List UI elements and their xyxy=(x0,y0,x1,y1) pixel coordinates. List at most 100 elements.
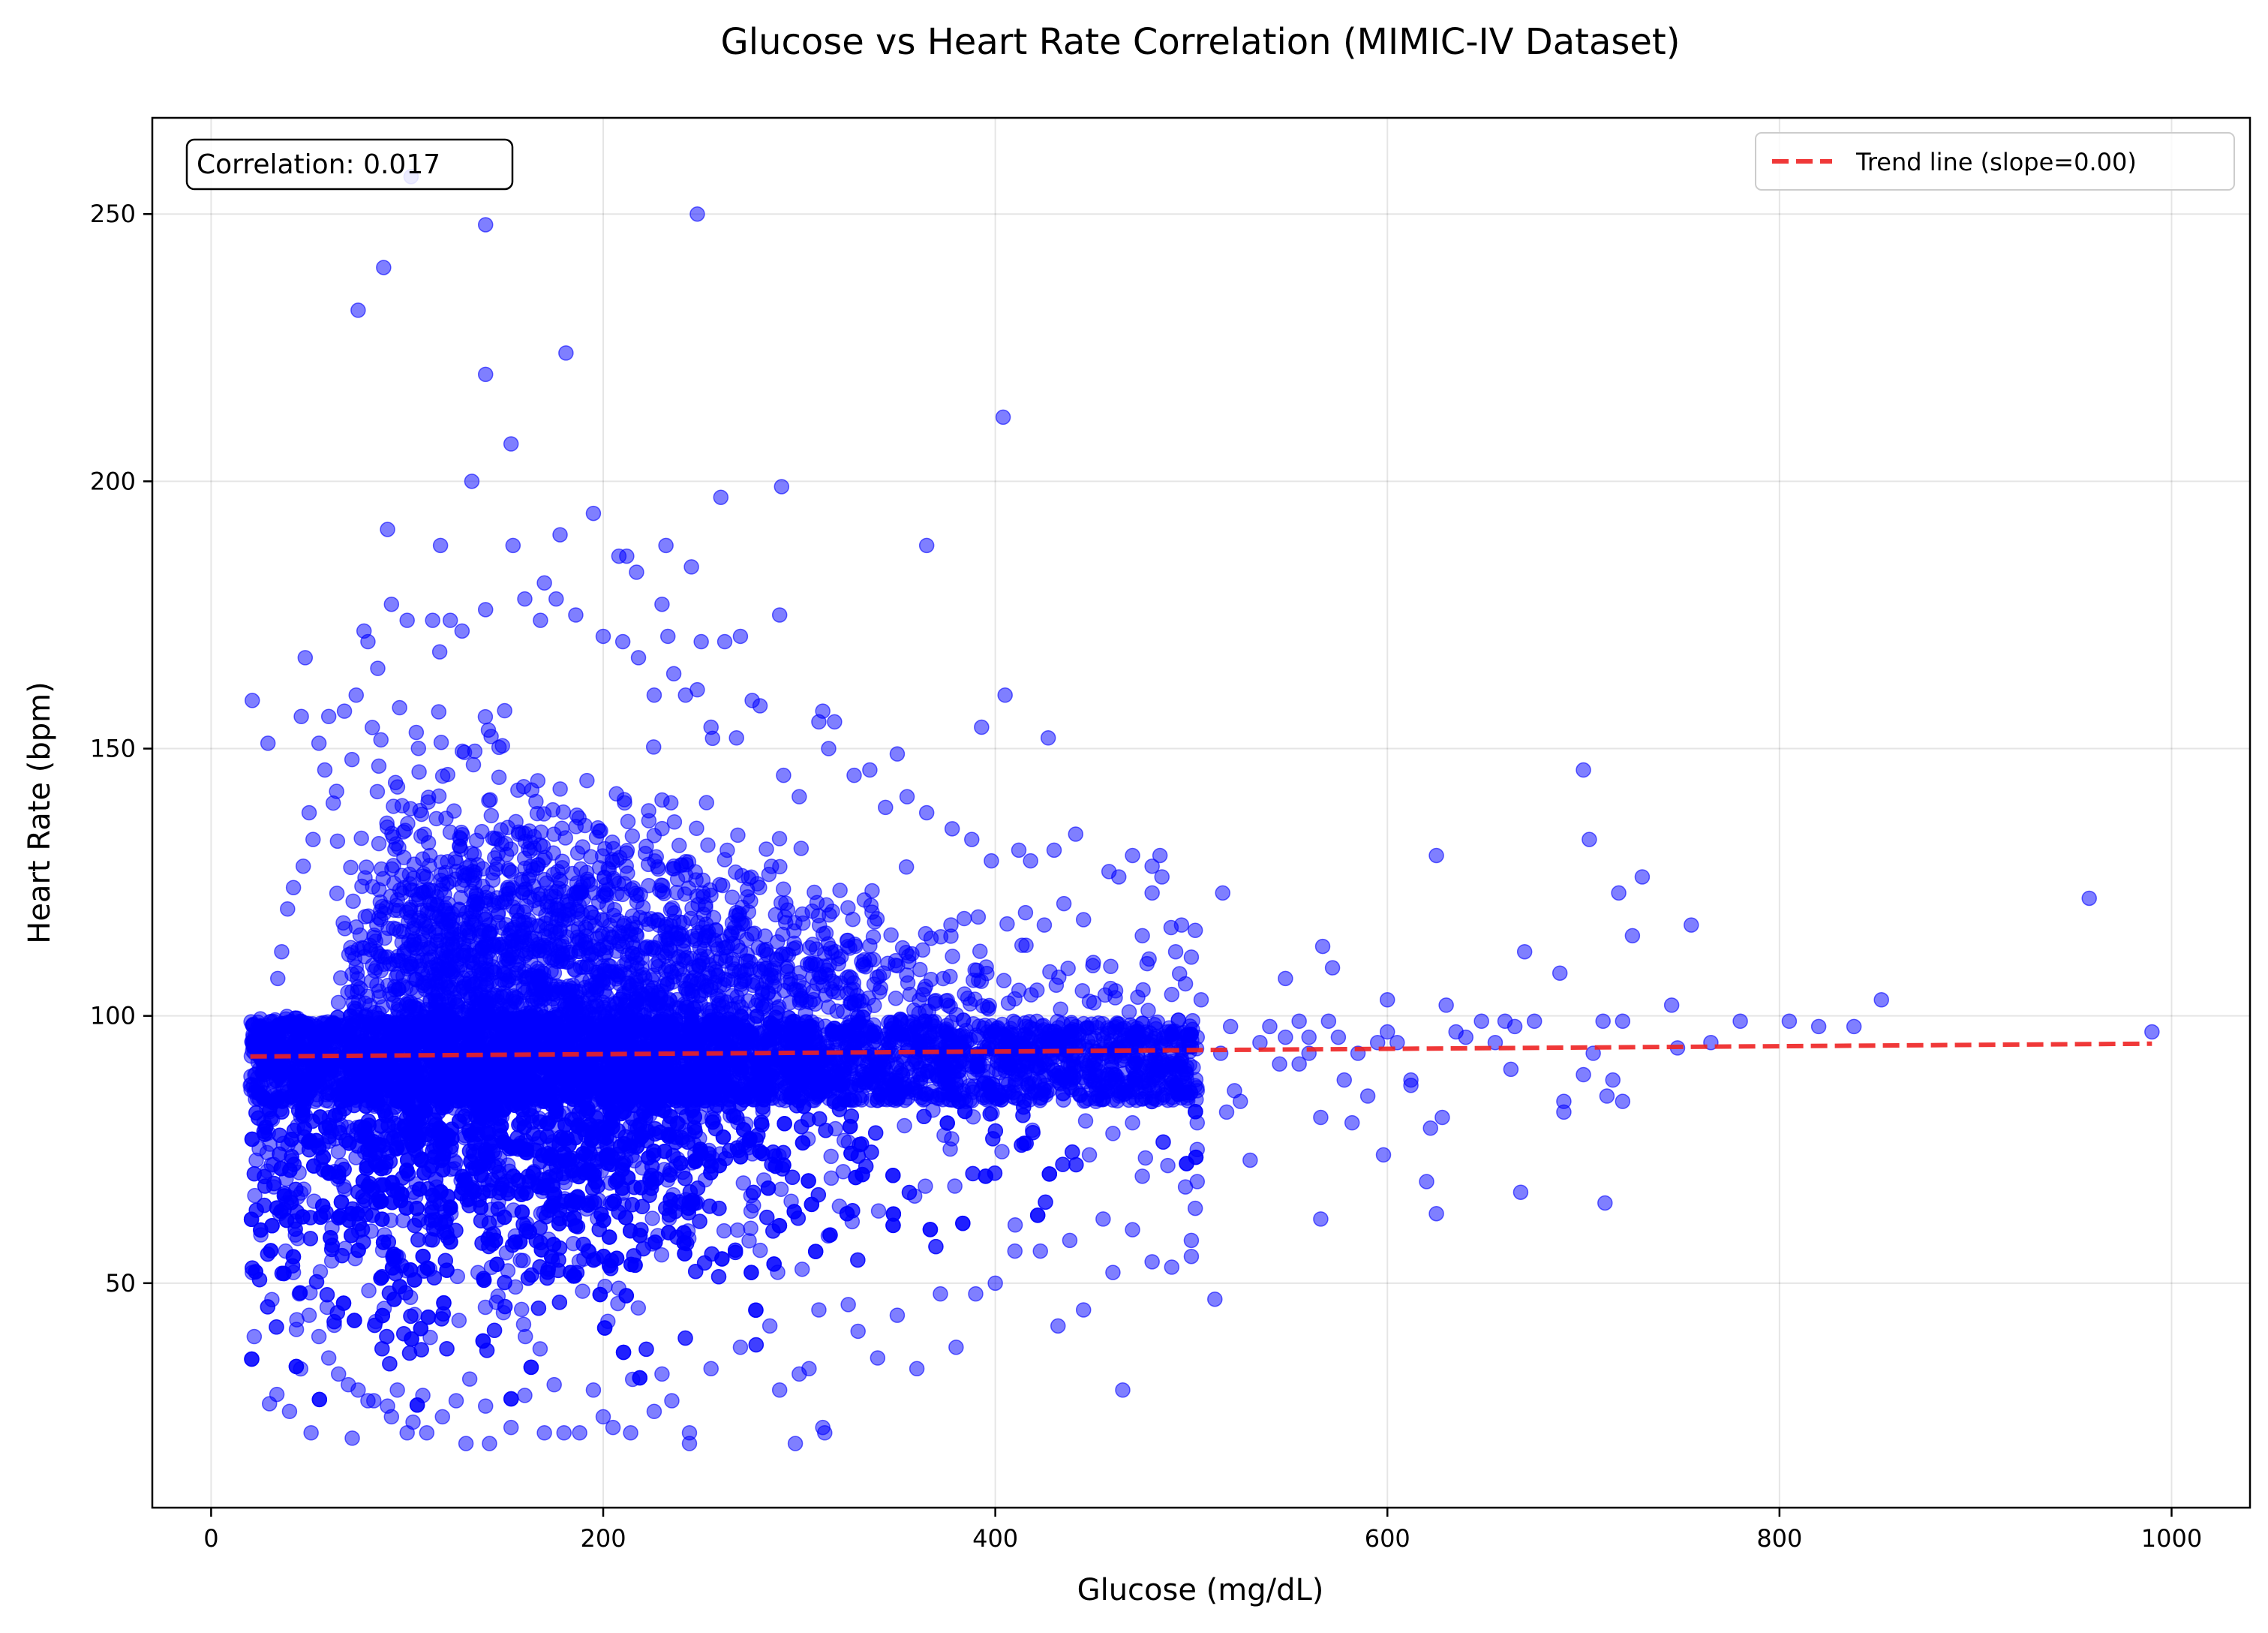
data-point xyxy=(754,1115,768,1129)
data-point xyxy=(631,1301,645,1315)
data-point xyxy=(402,1346,416,1361)
data-point xyxy=(440,1342,454,1356)
data-point xyxy=(615,1162,629,1177)
data-point xyxy=(497,1135,511,1149)
data-point xyxy=(386,1261,400,1275)
data-point xyxy=(886,1218,900,1232)
data-point xyxy=(531,1301,545,1316)
data-point xyxy=(596,1213,611,1228)
data-point xyxy=(598,1321,612,1335)
data-point xyxy=(645,1211,659,1226)
data-point xyxy=(533,1342,547,1356)
data-point xyxy=(752,1144,767,1159)
data-point xyxy=(245,1352,259,1367)
data-point xyxy=(824,1149,838,1163)
data-point xyxy=(296,1210,310,1224)
data-point xyxy=(1019,1136,1033,1150)
data-point xyxy=(809,1244,823,1259)
data-point xyxy=(443,1235,458,1249)
data-point xyxy=(476,1334,490,1348)
data-point xyxy=(1038,1195,1053,1209)
data-point xyxy=(746,1185,761,1199)
data-point xyxy=(634,1180,648,1195)
data-point xyxy=(743,1221,758,1235)
data-point xyxy=(654,1248,668,1262)
data-point xyxy=(674,1156,688,1170)
data-point xyxy=(940,1116,954,1130)
data-point xyxy=(711,1270,725,1284)
data-point xyxy=(917,1109,931,1123)
data-point xyxy=(524,1360,538,1374)
data-point xyxy=(872,1204,886,1218)
data-point xyxy=(411,1233,425,1247)
data-point xyxy=(328,1108,342,1123)
data-point xyxy=(488,1323,502,1337)
data-point xyxy=(375,1342,389,1356)
data-point xyxy=(966,1166,980,1180)
data-point xyxy=(518,1120,532,1134)
data-point xyxy=(515,1302,529,1316)
data-point xyxy=(795,1262,810,1277)
data-point xyxy=(918,1179,933,1193)
data-point xyxy=(356,1174,371,1188)
data-point xyxy=(903,1185,917,1199)
data-point xyxy=(290,1322,304,1337)
data-point xyxy=(289,1359,303,1373)
data-point xyxy=(772,1219,786,1233)
data-point xyxy=(823,1228,837,1242)
data-point xyxy=(490,1257,504,1271)
data-point xyxy=(425,1159,439,1173)
data-point xyxy=(787,1204,801,1219)
data-point xyxy=(540,1117,554,1131)
data-point xyxy=(334,1195,348,1209)
data-point xyxy=(371,1191,386,1205)
data-point xyxy=(731,1223,745,1238)
data-point xyxy=(1065,1145,1080,1159)
data-point xyxy=(1056,1157,1070,1171)
data-point xyxy=(540,1265,554,1280)
data-point xyxy=(662,1129,676,1144)
data-point xyxy=(843,1120,858,1134)
data-point xyxy=(1138,1150,1152,1165)
data-point xyxy=(948,1179,962,1193)
data-point xyxy=(336,1296,350,1310)
data-point xyxy=(851,1253,865,1267)
data-point xyxy=(712,1201,726,1216)
data-point xyxy=(344,1229,359,1243)
data-point xyxy=(374,1119,388,1133)
data-point xyxy=(437,1296,451,1310)
data-point xyxy=(575,1284,590,1298)
data-point xyxy=(635,1129,649,1144)
data-point xyxy=(678,1171,692,1186)
data-point xyxy=(407,1273,422,1287)
data-point xyxy=(260,1300,275,1314)
data-point xyxy=(576,1147,590,1161)
data-point xyxy=(309,1275,323,1289)
data-point xyxy=(516,1317,530,1331)
data-point xyxy=(1042,1167,1056,1181)
data-point xyxy=(1031,1208,1045,1222)
data-point xyxy=(515,1187,529,1201)
data-point xyxy=(995,1144,1009,1159)
data-point xyxy=(663,1168,677,1182)
data-point xyxy=(929,1240,943,1254)
data-point xyxy=(375,1309,389,1323)
data-point xyxy=(440,1263,454,1277)
data-point xyxy=(1079,1114,1093,1128)
data-point xyxy=(362,1283,376,1298)
data-point xyxy=(1156,1135,1170,1149)
data-point xyxy=(452,1313,466,1328)
data-point xyxy=(795,1120,809,1134)
data-point xyxy=(923,1222,937,1237)
data-point xyxy=(617,1346,631,1360)
data-point xyxy=(728,1243,743,1257)
data-point xyxy=(1008,1218,1023,1232)
data-point xyxy=(283,1163,297,1177)
data-point xyxy=(607,1194,621,1208)
data-point xyxy=(600,1156,614,1170)
data-point xyxy=(897,1118,912,1132)
data-point xyxy=(375,1212,389,1226)
data-point xyxy=(760,1210,774,1225)
data-point xyxy=(321,1165,335,1180)
